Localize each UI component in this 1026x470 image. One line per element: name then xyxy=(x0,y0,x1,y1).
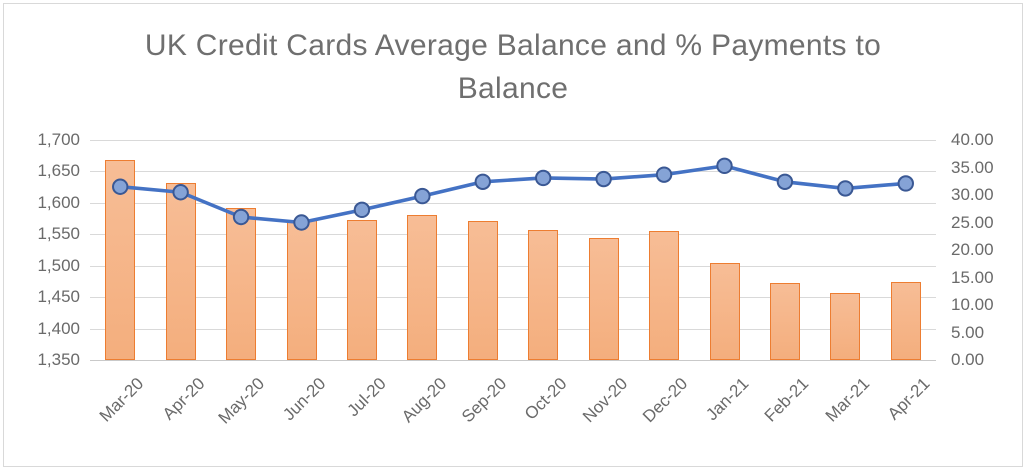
bar-Mar-20 xyxy=(105,160,136,360)
left-axis-tick-label: 1,350 xyxy=(37,350,80,369)
gridline xyxy=(90,171,936,173)
right-axis-tick-label: 20.00 xyxy=(951,240,994,259)
left-axis-tick-label: 1,400 xyxy=(37,318,80,338)
right-axis-tick-label: 15.00 xyxy=(951,267,994,287)
bar-Nov-20 xyxy=(588,238,619,360)
left-axis-tick-label: 1,600 xyxy=(37,192,80,212)
right-axis-tick-label: 30.00 xyxy=(951,185,994,204)
right-axis-tick-label: 25.00 xyxy=(951,212,994,232)
bar-May-20 xyxy=(226,207,257,360)
bar-Apr-21 xyxy=(890,282,921,360)
bar-Feb-21 xyxy=(769,283,800,360)
bar-Oct-20 xyxy=(528,229,559,360)
gridline xyxy=(90,297,936,299)
bar-Jul-20 xyxy=(346,220,377,360)
right-axis-tick-label: 35.00 xyxy=(951,157,994,177)
gridline xyxy=(90,328,936,330)
gridline xyxy=(90,234,936,236)
left-axis-tick-label: 1,450 xyxy=(37,287,80,307)
right-axis-tick-label: 40.00 xyxy=(951,130,994,149)
bar-Sep-20 xyxy=(467,221,498,360)
bar-Aug-20 xyxy=(407,215,438,360)
right-axis-tick-label: 5.00 xyxy=(951,322,985,342)
right-axis-tick-label: 0.00 xyxy=(951,350,985,369)
right-axis-tick-label: 10.00 xyxy=(951,295,994,314)
gridline xyxy=(90,140,936,141)
bar-Jan-21 xyxy=(709,263,740,360)
bar-Mar-21 xyxy=(830,292,861,360)
bar-Dec-20 xyxy=(649,230,680,360)
left-axis-tick-label: 1,500 xyxy=(37,255,80,275)
left-axis-tick-label: 1,650 xyxy=(37,161,80,181)
bar-Jun-20 xyxy=(286,219,317,360)
gridline xyxy=(90,360,936,361)
left-axis-tick-label: 1,550 xyxy=(37,224,80,244)
chart-title: UK Credit Cards Average Balance and % Pa… xyxy=(144,29,882,105)
gridline xyxy=(90,265,936,267)
gridline xyxy=(90,202,936,204)
bar-Apr-20 xyxy=(165,182,196,360)
left-axis-tick-label: 1,700 xyxy=(37,130,80,149)
